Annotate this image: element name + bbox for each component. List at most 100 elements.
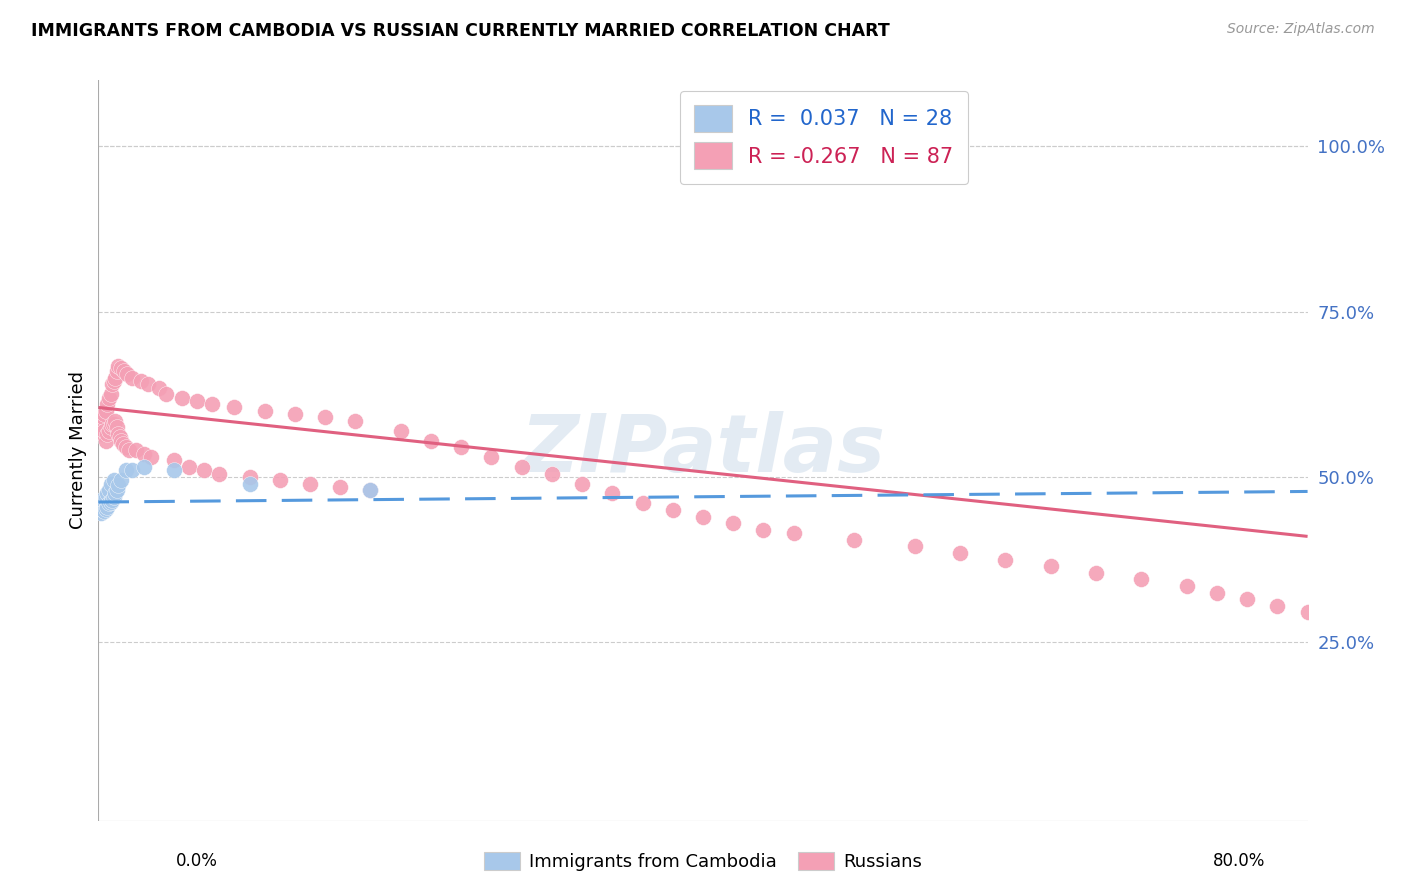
Point: [163, 453, 186, 467]
Point: [1175, 579, 1198, 593]
Point: [111, 437, 134, 451]
Point: [239, 476, 262, 491]
Point: [105, 364, 128, 378]
Point: [1039, 559, 1062, 574]
Point: [155, 387, 177, 401]
Point: [98, 424, 121, 438]
Point: [105, 420, 128, 434]
Text: Source: ZipAtlas.com: Source: ZipAtlas.com: [1227, 22, 1375, 37]
Point: [103, 473, 125, 487]
Point: [108, 430, 131, 444]
Point: [93, 504, 115, 518]
Point: [132, 447, 155, 461]
Point: [163, 463, 186, 477]
Point: [360, 483, 382, 497]
Point: [121, 463, 143, 477]
Point: [224, 401, 246, 415]
Point: [107, 426, 129, 441]
Point: [94, 434, 117, 448]
Point: [96, 486, 118, 500]
Point: [103, 417, 125, 431]
Point: [602, 486, 624, 500]
Point: [100, 495, 122, 509]
Point: [110, 360, 132, 375]
Point: [1267, 599, 1289, 613]
Point: [100, 476, 122, 491]
Point: [186, 393, 208, 408]
Point: [201, 397, 224, 411]
Point: [179, 460, 201, 475]
Point: [661, 503, 683, 517]
Point: [1357, 618, 1379, 632]
Point: [170, 391, 193, 405]
Point: [208, 467, 231, 481]
Point: [107, 478, 129, 492]
Point: [723, 516, 745, 531]
Point: [329, 480, 352, 494]
Point: [91, 493, 114, 508]
Point: [299, 476, 322, 491]
Point: [101, 493, 124, 508]
Point: [114, 463, 136, 477]
Point: [101, 377, 124, 392]
Point: [631, 496, 654, 510]
Point: [90, 417, 112, 431]
Point: [783, 526, 806, 541]
Point: [129, 374, 152, 388]
Point: [110, 473, 132, 487]
Point: [101, 417, 124, 431]
Point: [90, 420, 112, 434]
Point: [96, 426, 118, 441]
Point: [110, 434, 132, 448]
Point: [344, 414, 367, 428]
Legend: Immigrants from Cambodia, Russians: Immigrants from Cambodia, Russians: [477, 845, 929, 879]
Point: [1206, 585, 1229, 599]
Point: [844, 533, 866, 547]
Point: [104, 486, 127, 500]
Point: [269, 473, 291, 487]
Point: [103, 490, 125, 504]
Legend: R =  0.037   N = 28, R = -0.267   N = 87: R = 0.037 N = 28, R = -0.267 N = 87: [679, 91, 969, 184]
Point: [904, 539, 927, 553]
Point: [193, 463, 215, 477]
Point: [360, 483, 382, 497]
Point: [450, 440, 472, 454]
Point: [90, 496, 112, 510]
Point: [540, 467, 562, 481]
Point: [692, 509, 714, 524]
Y-axis label: Currently Married: Currently Married: [69, 371, 87, 530]
Point: [118, 443, 141, 458]
Point: [93, 491, 115, 505]
Point: [91, 503, 114, 517]
Point: [141, 450, 163, 464]
Point: [96, 397, 118, 411]
Point: [98, 496, 121, 510]
Point: [481, 450, 503, 464]
Point: [752, 523, 775, 537]
Point: [115, 368, 138, 382]
Point: [994, 552, 1017, 566]
Point: [91, 410, 114, 425]
Point: [112, 364, 135, 378]
Point: [284, 407, 307, 421]
Point: [314, 410, 336, 425]
Point: [104, 414, 127, 428]
Text: IMMIGRANTS FROM CAMBODIA VS RUSSIAN CURRENTLY MARRIED CORRELATION CHART: IMMIGRANTS FROM CAMBODIA VS RUSSIAN CURR…: [31, 22, 890, 40]
Point: [94, 490, 117, 504]
Point: [949, 546, 972, 560]
Point: [253, 404, 276, 418]
Point: [125, 443, 148, 458]
Point: [136, 377, 159, 392]
Point: [93, 424, 115, 438]
Point: [148, 381, 170, 395]
Point: [104, 370, 127, 384]
Point: [1236, 592, 1258, 607]
Point: [107, 359, 129, 373]
Point: [96, 500, 118, 514]
Point: [94, 501, 117, 516]
Point: [132, 460, 155, 475]
Text: ZIPatlas: ZIPatlas: [520, 411, 886, 490]
Point: [420, 434, 443, 448]
Point: [1327, 612, 1350, 626]
Point: [1296, 606, 1319, 620]
